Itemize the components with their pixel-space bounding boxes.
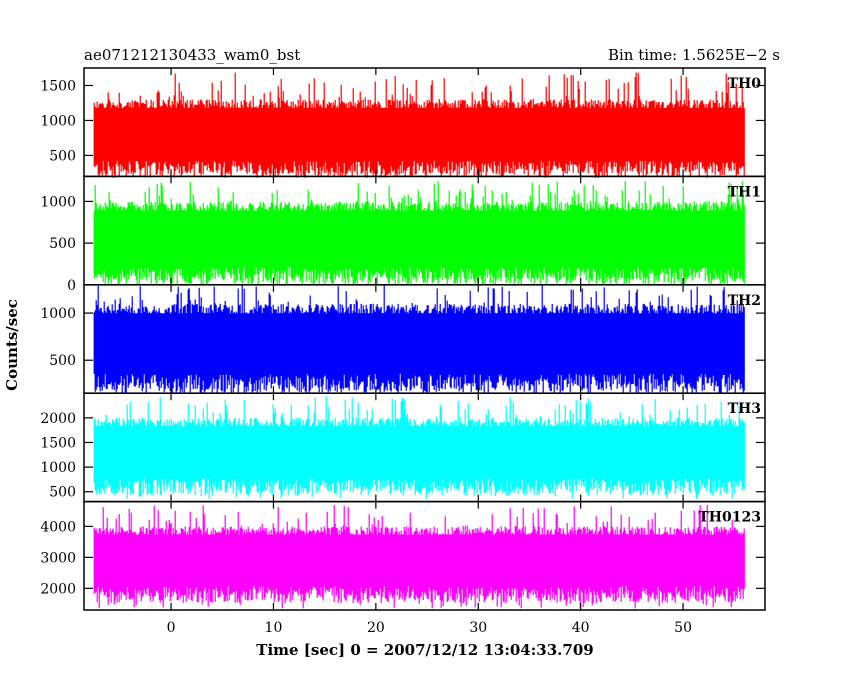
y-tick-label-th0: 1500 [40,78,76,94]
x-tick-label: 0 [167,620,176,636]
x-tick-label: 30 [469,620,487,636]
series-line-th0123 [93,504,745,609]
panel-frame-th0123 [83,500,766,611]
y-tick-label-th0: 500 [49,148,76,164]
series-line-th1 [93,180,745,286]
y-tick-label-th0123: 4000 [40,519,76,535]
y-tick-label-th1: 1000 [40,194,76,210]
y-tick-label-th2: 1000 [40,306,76,322]
chart-title-right: Bin time: 1.5625E−2 s [608,46,780,64]
y-tick-label-th1: 0 [67,278,76,294]
x-tick-label: 20 [367,620,385,636]
chart-title-left: ae071212130433_wam0_bst [84,46,300,64]
y-tick-label-th3: 2000 [40,411,76,427]
x-tick-label: 50 [674,620,692,636]
series-line-th3 [93,395,745,500]
y-tick-label-th1: 500 [49,236,76,252]
y-tick-label-th2: 500 [49,353,76,369]
series-line-th2 [93,285,745,394]
x-tick-label: 10 [265,620,283,636]
y-tick-label-th3: 500 [49,485,76,501]
panel-label-th0: TH0 [728,76,762,92]
x-tick-label: 40 [572,620,590,636]
y-tick-label-th0: 1000 [40,113,76,129]
panel-label-th0123: TH0123 [698,510,761,526]
panel-label-th2: TH2 [728,293,761,309]
panel-label-th1: TH1 [728,184,761,200]
y-tick-label-th0123: 3000 [40,550,76,566]
panel-label-th3: TH3 [728,401,761,417]
series-line-th0 [93,72,745,179]
y-tick-label-th3: 1500 [40,435,76,451]
y-tick-label-th0123: 2000 [40,581,76,597]
y-tick-label-th3: 1000 [40,460,76,476]
x-axis-label: Time [sec] 0 = 2007/12/12 13:04:33.709 [256,641,593,659]
y-axis-label: Counts/sec [3,299,21,391]
